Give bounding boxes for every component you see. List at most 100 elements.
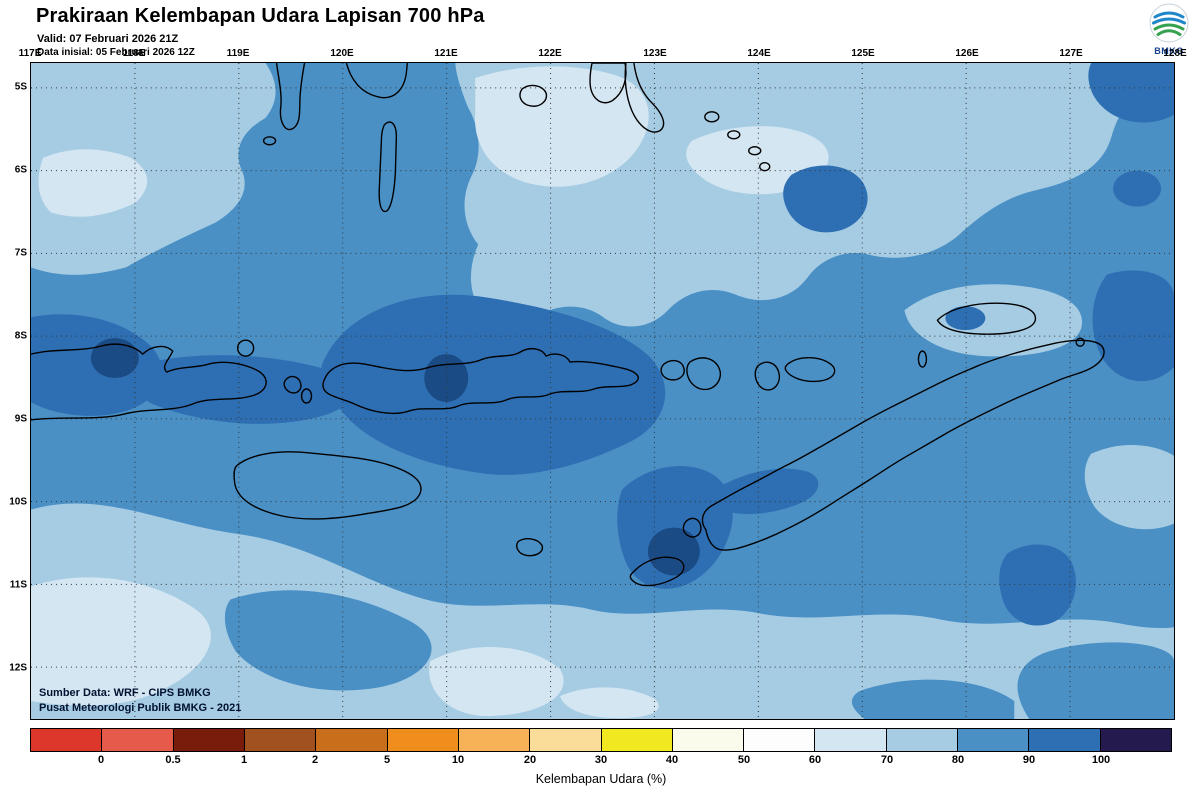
lon-label: 120E <box>330 48 354 59</box>
humidity-contour <box>713 468 819 515</box>
lon-label: 124E <box>747 48 771 59</box>
coastline-pantar <box>754 361 781 391</box>
humidity-contour <box>560 687 659 719</box>
coastline-wakatobi-4 <box>759 161 771 172</box>
humidity-contour <box>1092 270 1174 382</box>
coastline-atauro <box>917 350 928 368</box>
colorbar-cell <box>458 729 531 751</box>
lat-label: 7S <box>14 247 27 259</box>
colorbar-tick: 2 <box>311 754 319 766</box>
colorbar-tick: 20 <box>523 754 537 766</box>
humidity-contour <box>851 679 1015 719</box>
lat-label: 8S <box>14 330 27 342</box>
colorbar-tick: 30 <box>594 754 608 766</box>
humidity-contour <box>224 590 432 691</box>
humidity-contour <box>647 527 700 576</box>
lon-label: 122E <box>538 48 562 59</box>
colorbar-cell <box>31 729 103 751</box>
colorbar-cell <box>387 729 459 751</box>
coastline-wetar <box>936 302 1036 335</box>
humidity-contour <box>999 544 1076 626</box>
colorbar-cell <box>886 729 959 751</box>
humidity-contour <box>136 355 353 424</box>
coastline-adonara <box>660 359 685 381</box>
colorbar-title: Kelembapan Udara (%) <box>535 772 667 786</box>
humidity-contour <box>945 306 986 331</box>
lat-label: 6S <box>14 164 27 176</box>
publisher-line: Pusat Meteorologi Publik BMKG - 2021 <box>39 702 242 714</box>
colorbar-cell <box>530 729 602 751</box>
colorbar-tick: 80 <box>951 754 965 766</box>
lon-label: 123E <box>643 48 667 59</box>
colorbar-cell <box>102 729 174 751</box>
humidity-contour <box>31 577 211 706</box>
coastline-wakatobi-2 <box>727 130 741 140</box>
coastline-semau <box>682 517 702 538</box>
lon-label: 128E <box>1163 48 1187 59</box>
lat-label: 9S <box>14 413 27 425</box>
coastline-sulawesi-tip <box>275 63 306 131</box>
lon-label: 121E <box>434 48 458 59</box>
coastline-rinca <box>300 388 313 404</box>
colorbar-tick: 50 <box>737 754 751 766</box>
coastline-selayar <box>378 121 398 213</box>
coastline-sumbawa <box>31 343 267 421</box>
humidity-region-80-90-overlay <box>224 590 1174 719</box>
data-source-line: Sumber Data: WRF - CIPS BMKG <box>39 687 211 699</box>
colorbar-cell <box>958 729 1030 751</box>
colorbar-tick: 5 <box>383 754 391 766</box>
coastline-flores <box>322 347 639 415</box>
humidity-contour <box>904 284 1083 357</box>
humidity-contour <box>31 63 276 275</box>
colorbar-tick: 10 <box>451 754 465 766</box>
colorbar-tick: 0 <box>97 754 105 766</box>
humidity-contour <box>474 66 649 187</box>
humidity-contour <box>617 465 733 589</box>
humidity-contour <box>1088 63 1174 123</box>
lon-label: 118E <box>122 48 146 59</box>
lat-label: 11S <box>9 579 27 591</box>
humidity-contour <box>90 338 139 379</box>
coastline-timor <box>701 339 1105 551</box>
coastline-tanakeke <box>262 136 277 146</box>
colorbar-cell <box>744 729 816 751</box>
humidity-contour <box>38 149 148 217</box>
colorbar-tick: 0.5 <box>165 754 181 766</box>
lon-label: 126E <box>955 48 979 59</box>
lon-label: 127E <box>1059 48 1083 59</box>
graticule <box>31 63 1174 719</box>
lat-label: 10S <box>9 496 27 508</box>
coastline-lembata <box>686 357 722 391</box>
humidity-contour <box>1084 444 1174 530</box>
humidity-colorbar <box>30 728 1172 752</box>
colorbar-tick: 60 <box>808 754 822 766</box>
humidity-contour <box>783 165 868 233</box>
humidity-contour <box>1113 170 1162 207</box>
colorbar-tick: 40 <box>665 754 679 766</box>
coastline-bulukumba <box>345 63 409 99</box>
coastline-sabu <box>516 538 544 557</box>
colorbar-cell <box>815 729 887 751</box>
colorbar-cell <box>1029 729 1101 751</box>
humidity-contour <box>1017 642 1174 719</box>
coastline-kisar <box>1075 337 1085 347</box>
map-frame: Sumber Data: WRF - CIPS BMKG Pusat Meteo… <box>30 62 1175 720</box>
colorbar-tick: 90 <box>1022 754 1036 766</box>
coastline-kabaena <box>519 84 548 107</box>
colorbar-cell <box>316 729 388 751</box>
bmkg-logo-text: BMKG <box>1154 46 1184 56</box>
coastline-buton <box>624 63 665 133</box>
coastline-sumba <box>233 451 422 520</box>
coastline-sangeang <box>236 339 255 357</box>
coastline-wakatobi-3 <box>748 146 762 156</box>
coastline-wakatobi-1 <box>704 111 720 123</box>
colorbar-tick: 100 <box>1091 754 1111 766</box>
lat-label: 5S <box>14 81 27 93</box>
lat-label: 12S <box>9 662 27 674</box>
humidity-region-60-70 <box>31 66 829 719</box>
coastline-komodo <box>283 375 302 394</box>
coastlines <box>31 63 1105 587</box>
valid-time-label: Valid: 07 Februari 2026 21Z <box>37 33 179 45</box>
colorbar-cell <box>1100 729 1171 751</box>
